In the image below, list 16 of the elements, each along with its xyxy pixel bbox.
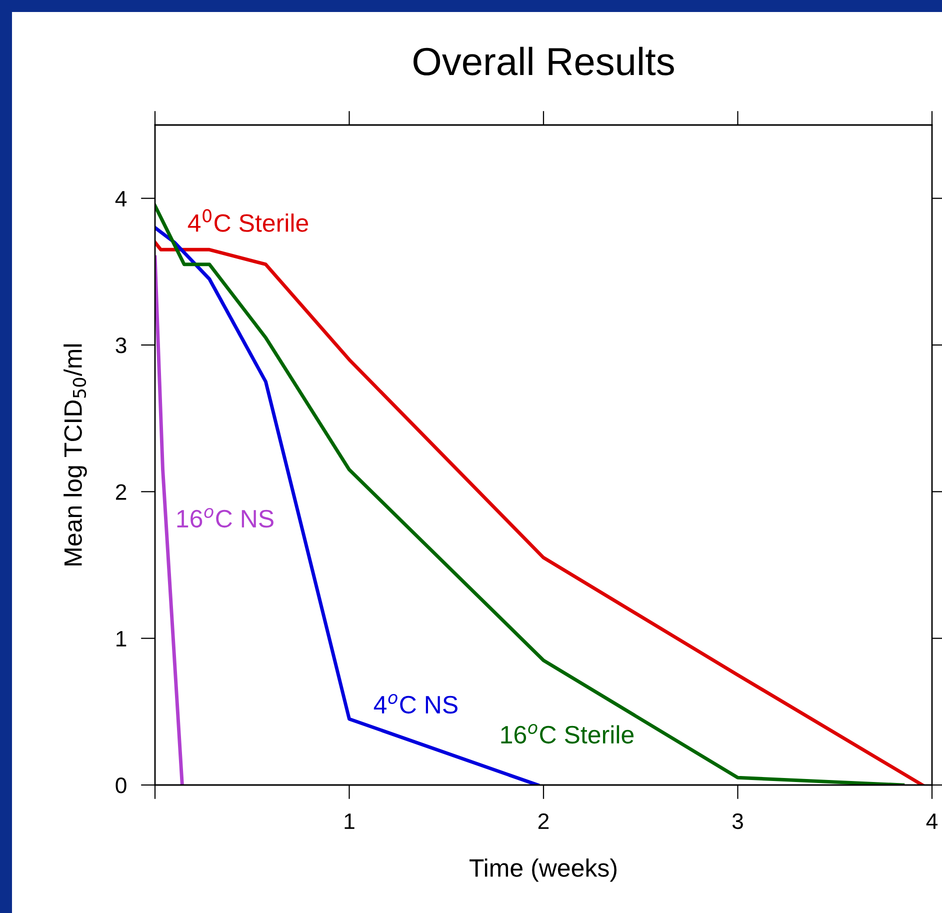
series-label: 4$^{0}$C Sterile (188, 209, 308, 232)
y-tick-label: 3 (116, 338, 126, 354)
y-axis-title: Mean log TCID$_{50}$/ml (64, 344, 87, 566)
x-tick-label: 2 (538, 813, 549, 829)
y-tick-label: 2 (116, 484, 126, 500)
x-tick-label: 4 (926, 814, 938, 829)
series-label: 16$^{o}$C Sterile (501, 724, 634, 744)
series-label: 4$^{o}$C NS (374, 694, 458, 714)
y-tick-label: 4 (115, 191, 127, 206)
x-axis-title: Time (weeks) (470, 858, 616, 882)
x-tick-label: 3 (732, 813, 743, 830)
y-tick-label: 0 (116, 778, 126, 794)
x-tick-label: 1 (344, 814, 354, 829)
y-tick-label: 1 (116, 631, 126, 646)
chart-title: Overall Results (414, 46, 674, 76)
series-label: 16$^{o}$C NS (177, 508, 274, 528)
